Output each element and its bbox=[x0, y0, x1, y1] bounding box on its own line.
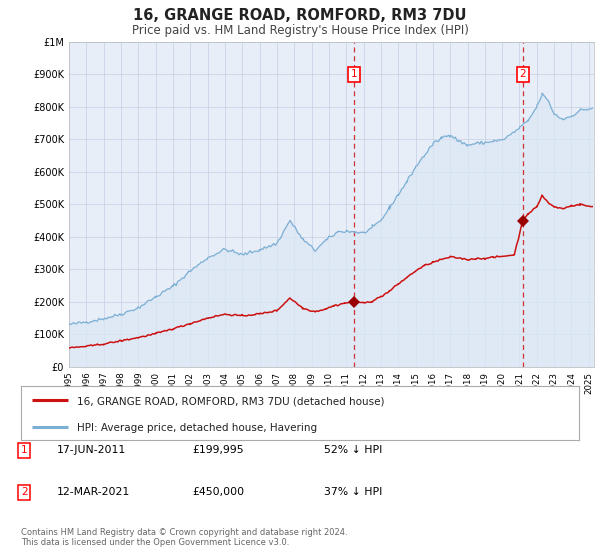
Text: 2: 2 bbox=[21, 487, 28, 497]
Text: £199,995: £199,995 bbox=[192, 445, 244, 455]
Text: 52% ↓ HPI: 52% ↓ HPI bbox=[324, 445, 382, 455]
Text: 16, GRANGE ROAD, ROMFORD, RM3 7DU (detached house): 16, GRANGE ROAD, ROMFORD, RM3 7DU (detac… bbox=[77, 396, 385, 407]
Text: Price paid vs. HM Land Registry's House Price Index (HPI): Price paid vs. HM Land Registry's House … bbox=[131, 24, 469, 36]
Text: 37% ↓ HPI: 37% ↓ HPI bbox=[324, 487, 382, 497]
Text: 1: 1 bbox=[21, 445, 28, 455]
Text: 2: 2 bbox=[520, 69, 526, 80]
Text: 1: 1 bbox=[351, 69, 358, 80]
Text: HPI: Average price, detached house, Havering: HPI: Average price, detached house, Have… bbox=[77, 423, 317, 433]
Text: Contains HM Land Registry data © Crown copyright and database right 2024.
This d: Contains HM Land Registry data © Crown c… bbox=[21, 528, 347, 547]
Text: £450,000: £450,000 bbox=[192, 487, 244, 497]
Text: 16, GRANGE ROAD, ROMFORD, RM3 7DU: 16, GRANGE ROAD, ROMFORD, RM3 7DU bbox=[133, 8, 467, 24]
Text: 17-JUN-2011: 17-JUN-2011 bbox=[57, 445, 126, 455]
Text: 12-MAR-2021: 12-MAR-2021 bbox=[57, 487, 130, 497]
